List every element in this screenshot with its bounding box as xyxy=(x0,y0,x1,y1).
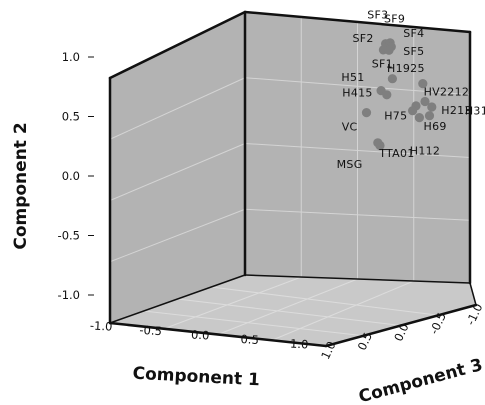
point-label: H213 xyxy=(441,104,471,117)
x-tick-label: 0.5 xyxy=(240,332,259,347)
y-tick-label: 0.5 xyxy=(62,110,80,124)
x-tick-label: 0.0 xyxy=(191,328,210,343)
point-label: HV2212 xyxy=(424,86,470,99)
point-label: SF2 xyxy=(352,32,373,45)
y-tick-label: 0.0 xyxy=(62,169,80,183)
point-label: H51 xyxy=(341,71,364,84)
grid-line xyxy=(271,280,414,341)
point-label: H69 xyxy=(424,120,447,133)
grid-lines xyxy=(109,17,471,341)
grid-line xyxy=(109,208,246,263)
box-edge xyxy=(108,321,328,348)
data-point xyxy=(361,108,372,118)
y-tick-label: -0.5 xyxy=(58,229,80,243)
point-label: MSG xyxy=(337,158,363,171)
x-tick-label: -0.5 xyxy=(139,323,162,338)
z-axis-label: Component 3 xyxy=(357,355,485,405)
point-label: H112 xyxy=(410,145,440,158)
data-point xyxy=(418,79,428,89)
left-wall xyxy=(110,12,245,323)
grid-line xyxy=(163,276,302,330)
point-label: H75 xyxy=(384,110,407,123)
data-point xyxy=(373,138,383,148)
box-edge xyxy=(109,274,246,324)
grid-line xyxy=(244,77,471,96)
grid-line xyxy=(217,278,358,335)
point-label: H415 xyxy=(342,87,372,100)
data-points xyxy=(361,38,437,151)
x-tick-label: -1.0 xyxy=(90,318,113,333)
point-label: SF5 xyxy=(403,45,424,58)
data-point xyxy=(408,106,418,116)
grid-line xyxy=(177,298,402,326)
grid-line xyxy=(109,77,246,140)
box-edge xyxy=(108,10,247,80)
point-label: SF1 xyxy=(372,58,393,71)
box-edge xyxy=(243,10,472,34)
box-edge xyxy=(469,282,477,306)
y-axis-label: Component 2 xyxy=(11,122,31,249)
data-point xyxy=(414,113,424,123)
box-edge xyxy=(324,303,478,348)
y-tick-label: -1.0 xyxy=(58,288,80,302)
point-label: SF4 xyxy=(403,27,424,40)
data-point xyxy=(427,102,437,112)
point-label: VC xyxy=(342,121,358,134)
y-tick-label: 1.0 xyxy=(62,50,80,64)
point-label: SF9 xyxy=(384,13,405,26)
grid-line xyxy=(109,143,246,201)
point-label: H314 xyxy=(465,104,485,117)
data-point xyxy=(384,45,394,55)
point-label: TTA01 xyxy=(378,147,414,160)
box-edges xyxy=(108,10,478,348)
grid-line xyxy=(143,310,364,337)
data-point xyxy=(424,111,435,121)
data-point xyxy=(420,96,430,107)
box-edge xyxy=(244,274,471,284)
x-axis-label: Component 1 xyxy=(132,364,260,391)
point-label: H1925 xyxy=(387,62,425,75)
grid-line xyxy=(211,286,439,316)
data-point xyxy=(382,90,392,100)
point-label: SF3 xyxy=(367,9,388,22)
data-point xyxy=(387,74,397,84)
x-tick-label: 1.0 xyxy=(290,337,309,352)
